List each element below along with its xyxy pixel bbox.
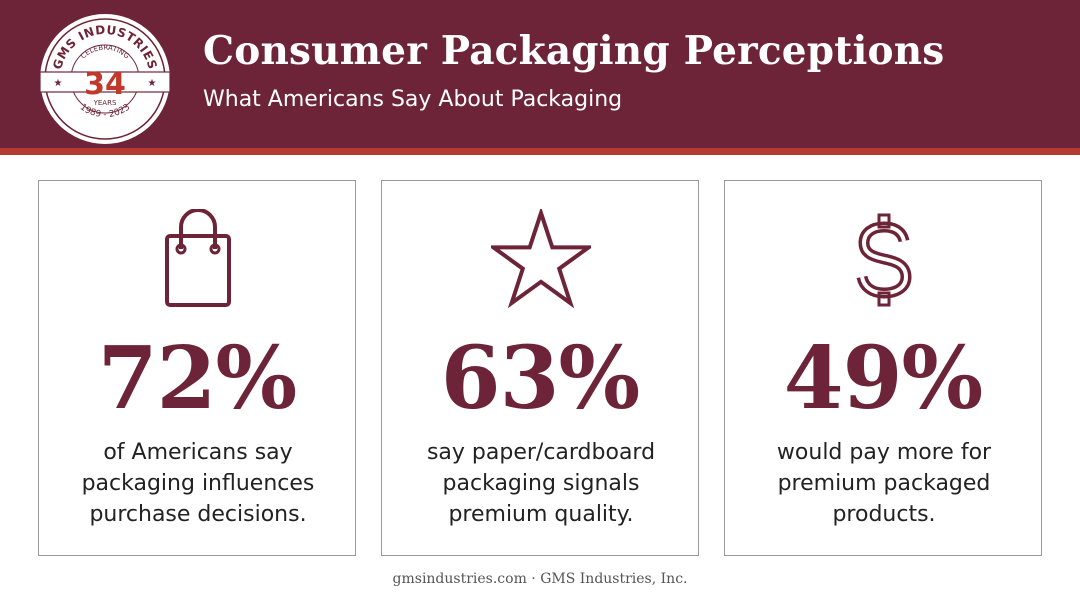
stat-description-line: say paper/cardboard bbox=[426, 440, 656, 465]
anniversary-badge-logo: GMS INDUSTRIES CELEBRATING ★ ★ 34 YEARS … bbox=[39, 14, 171, 144]
stat-value: 63% bbox=[440, 328, 640, 429]
svg-text:34: 34 bbox=[84, 67, 126, 102]
stat-card-premium-quality: 63% say paper/cardboard packaging signal… bbox=[381, 180, 699, 556]
page-title: Consumer Packaging Perceptions bbox=[203, 28, 945, 74]
stat-card-pay-more: 49% would pay more for premium packaged … bbox=[724, 180, 1042, 556]
svg-text:YEARS: YEARS bbox=[93, 99, 117, 107]
stat-description-line: packaging influences bbox=[81, 471, 315, 496]
shopping-bag-icon bbox=[165, 209, 231, 307]
stat-card-packaging-influence: 72% of Americans say packaging influence… bbox=[38, 180, 356, 556]
star-icon bbox=[491, 209, 591, 309]
stat-value: 72% bbox=[97, 328, 297, 429]
stat-description: would pay more for premium packaged prod… bbox=[735, 437, 1033, 530]
stat-description-line: would pay more for bbox=[776, 440, 992, 465]
stat-description-line: purchase decisions. bbox=[89, 502, 307, 527]
stat-description-line: premium packaged bbox=[777, 471, 991, 496]
stat-description-line: products. bbox=[832, 502, 936, 527]
svg-text:★: ★ bbox=[148, 78, 157, 89]
header-accent-stripe bbox=[0, 148, 1080, 155]
dollar-sign-icon bbox=[856, 213, 912, 307]
svg-text:★: ★ bbox=[54, 78, 63, 89]
stat-description: of Americans say packaging influences pu… bbox=[49, 437, 347, 530]
stat-value: 49% bbox=[783, 328, 983, 429]
page-subtitle: What Americans Say About Packaging bbox=[203, 87, 623, 112]
header-banner: GMS INDUSTRIES CELEBRATING ★ ★ 34 YEARS … bbox=[0, 0, 1080, 148]
stat-description: say paper/cardboard packaging signals pr… bbox=[392, 437, 690, 530]
footer-credit: gmsindustries.com · GMS Industries, Inc. bbox=[392, 571, 688, 587]
stat-description-line: packaging signals bbox=[442, 471, 640, 496]
stat-description-line: premium quality. bbox=[448, 502, 634, 527]
stat-description-line: of Americans say bbox=[103, 440, 293, 465]
